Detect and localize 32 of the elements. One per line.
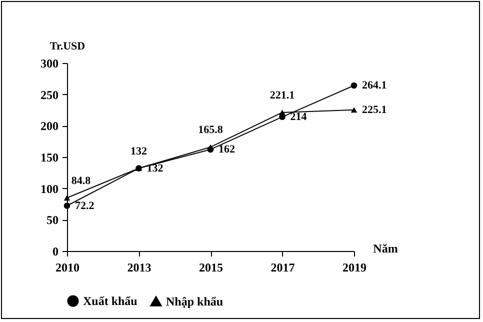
data-label: 264.1 xyxy=(362,79,387,92)
data-label: 221.1 xyxy=(270,89,295,102)
point xyxy=(64,202,70,209)
x-tick-label: 2019 xyxy=(342,260,366,274)
point xyxy=(350,82,358,89)
point xyxy=(279,110,286,116)
y-axis-title: Tr.USD xyxy=(50,40,86,52)
y-tick-label: 250 xyxy=(40,88,58,102)
legend-label: Xuất khẩu xyxy=(83,294,138,308)
data-label: 84.8 xyxy=(71,174,92,187)
data-label: 214 xyxy=(290,110,308,123)
legend-label: Nhập khẩu xyxy=(166,294,224,308)
x-axis-title: Năm xyxy=(373,242,398,256)
point xyxy=(207,144,214,150)
point xyxy=(64,195,70,201)
y-tick-label: 50 xyxy=(46,213,58,228)
x-tick-label: 2010 xyxy=(56,260,80,274)
data-label: 162 xyxy=(218,143,236,156)
data-label: 225.1 xyxy=(362,104,387,116)
x-tick-label: 2017 xyxy=(270,260,295,274)
data-label: 132 xyxy=(146,162,164,174)
data-label: 165.8 xyxy=(198,124,224,136)
data-label: 132 xyxy=(130,145,148,158)
x-tick-label: 2013 xyxy=(127,260,152,274)
y-tick-label: 300 xyxy=(40,56,58,70)
y-tick-label: 150 xyxy=(40,150,58,164)
point xyxy=(350,107,358,113)
x-tick-label: 2015 xyxy=(199,260,223,274)
y-tick-label: 0 xyxy=(52,244,58,258)
data-label: 72.2 xyxy=(75,200,95,212)
y-tick-label: 200 xyxy=(40,119,58,134)
y-tick-label: 100 xyxy=(40,182,58,196)
